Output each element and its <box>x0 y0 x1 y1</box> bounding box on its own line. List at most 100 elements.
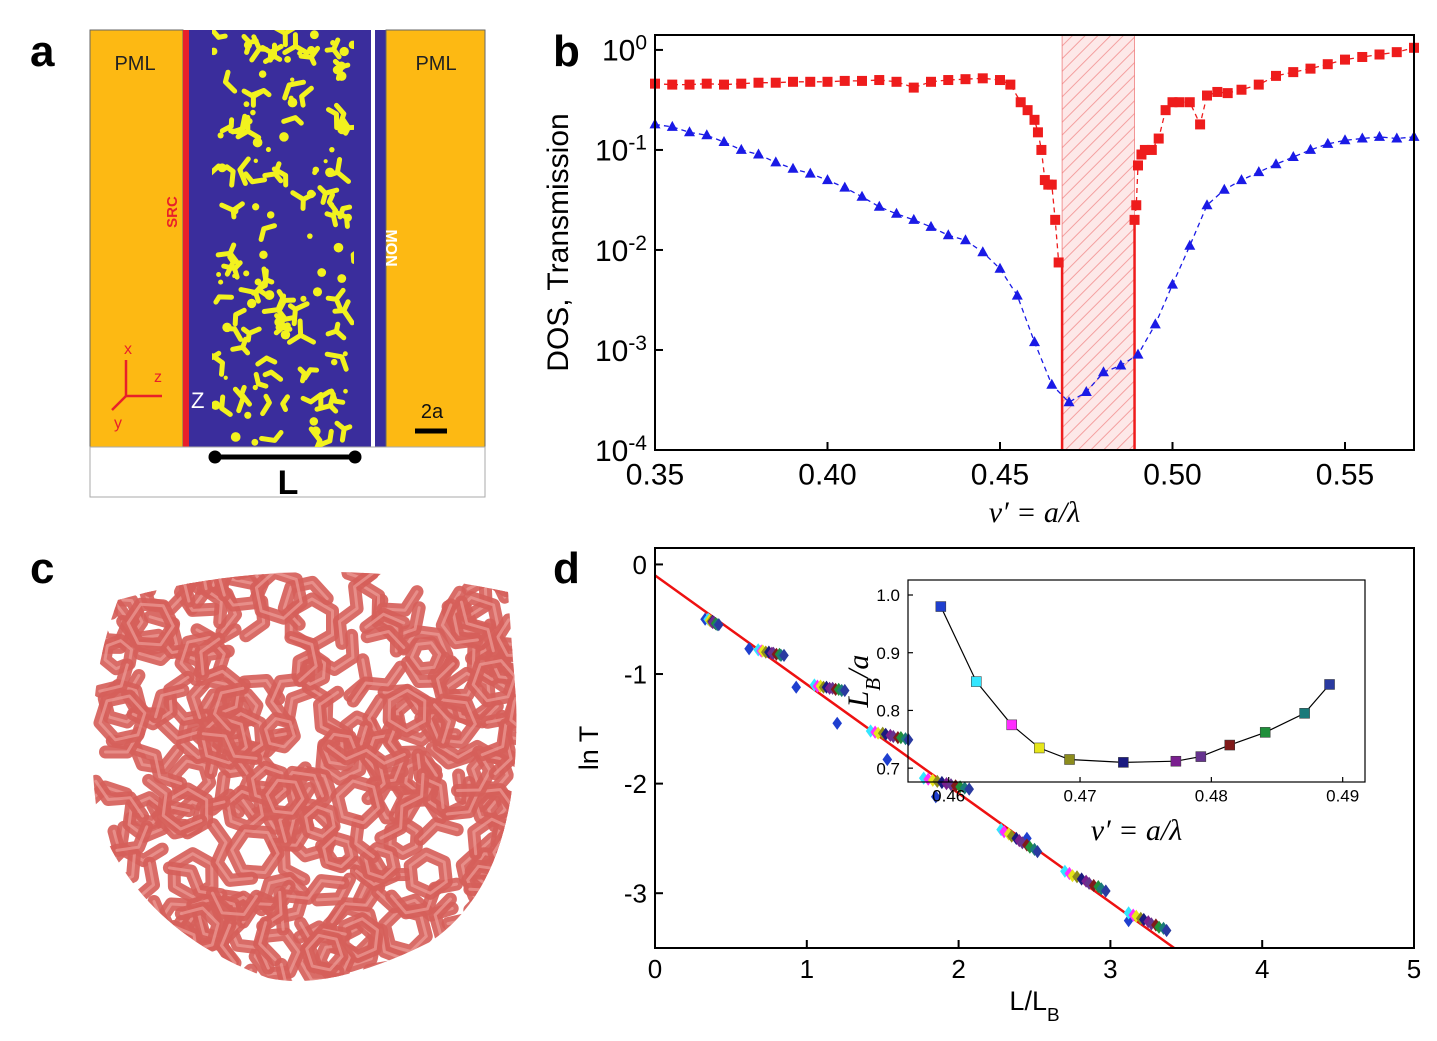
x-tick-label: 2 <box>951 954 965 984</box>
marker <box>857 75 867 86</box>
marker <box>1339 134 1351 145</box>
marker <box>1011 289 1023 300</box>
network-branch <box>222 69 238 94</box>
tube-highlight <box>444 931 490 977</box>
network-branch <box>230 336 251 356</box>
shaded-band <box>1061 34 1135 451</box>
y-tick-label-exponent: -2 <box>628 231 647 254</box>
tube-highlight <box>286 689 315 722</box>
tube-highlight <box>365 630 406 649</box>
marker <box>1063 396 1075 407</box>
network-branch <box>219 117 235 134</box>
marker <box>770 77 781 88</box>
y-tick-label: 10-1 <box>595 131 647 168</box>
network-dot <box>300 295 307 302</box>
gap-region <box>375 30 386 447</box>
tube <box>92 571 119 620</box>
tube-highlight <box>472 817 514 856</box>
marker <box>1374 49 1385 60</box>
x-tick-label: 3 <box>1103 954 1117 984</box>
y-tick-label-base: 10 <box>595 335 628 368</box>
marker <box>1133 160 1143 171</box>
tube-highlight <box>304 805 336 838</box>
tube-highlight <box>159 721 200 740</box>
pml-label: PML <box>415 53 456 75</box>
scale-bar-label: 2a <box>421 401 444 423</box>
network-dot <box>243 270 250 277</box>
y-tick-label-exponent: -1 <box>628 131 647 154</box>
marker <box>946 778 956 792</box>
network-branch <box>334 420 353 443</box>
marker <box>977 246 989 257</box>
tube-highlight <box>360 965 404 982</box>
x-tick-label: 0.55 <box>1316 459 1374 492</box>
network-dot <box>259 250 268 260</box>
tube <box>157 938 207 982</box>
y-tick-label: 0.7 <box>876 759 900 778</box>
marker <box>1184 97 1195 108</box>
marker <box>832 716 842 730</box>
series-line <box>654 47 1415 263</box>
marker <box>684 126 695 137</box>
tube-highlight <box>92 966 121 982</box>
network-branch <box>325 321 347 341</box>
marker <box>1006 719 1017 731</box>
y-tick-label: 1.0 <box>876 586 900 605</box>
y-tick-label: 100 <box>602 31 647 67</box>
marker <box>1132 348 1144 359</box>
marker <box>1305 143 1316 154</box>
tube-highlight <box>258 921 277 962</box>
network-branch <box>260 393 272 417</box>
marker <box>1064 754 1075 765</box>
marker <box>822 174 833 185</box>
network-branch <box>253 371 269 389</box>
panel-label: a <box>30 27 55 76</box>
marker <box>1184 239 1196 250</box>
network-dot <box>333 242 344 253</box>
axis-x-label: x <box>124 341 132 358</box>
tube-highlight <box>496 618 517 658</box>
tube-highlight <box>137 940 168 982</box>
y-tick-label-exponent: -3 <box>628 331 647 354</box>
marker <box>1032 845 1043 859</box>
marker <box>1222 88 1233 99</box>
x-tick-label: 1 <box>800 954 814 984</box>
tube-highlight <box>468 892 508 912</box>
marker <box>1034 742 1045 754</box>
x-tick-label: 0.47 <box>1063 787 1096 806</box>
network-branch <box>219 394 233 417</box>
marker <box>1167 97 1178 108</box>
network-branch <box>256 268 269 291</box>
tube-highlight <box>103 639 134 671</box>
tube <box>92 617 98 651</box>
y-tick-label-base: 1.0 <box>876 586 900 605</box>
marker <box>1201 199 1213 210</box>
marker <box>1391 132 1403 143</box>
marker <box>1036 144 1047 155</box>
network-branch <box>287 318 316 345</box>
marker <box>1139 144 1150 155</box>
panel-label: d <box>553 544 580 593</box>
marker <box>1046 179 1057 190</box>
marker <box>1322 137 1334 148</box>
tube-highlight <box>199 637 221 676</box>
x-tick-label: 0.46 <box>932 787 965 806</box>
marker <box>1149 318 1161 329</box>
marker <box>908 213 920 224</box>
tube-highlight <box>337 571 374 645</box>
network-dot <box>244 411 252 419</box>
x-tick-label: 0 <box>648 954 662 984</box>
tube-highlight <box>289 636 318 683</box>
tube-highlight <box>416 753 445 809</box>
marker <box>1305 63 1316 74</box>
network-branch <box>324 351 349 372</box>
tube-highlight <box>211 891 258 916</box>
tube <box>479 894 517 942</box>
sample-region <box>189 30 371 447</box>
network-branch <box>334 102 347 131</box>
tube-highlight <box>152 538 185 569</box>
network-branch <box>224 164 236 188</box>
marker <box>736 78 747 89</box>
network-dot <box>212 47 218 56</box>
